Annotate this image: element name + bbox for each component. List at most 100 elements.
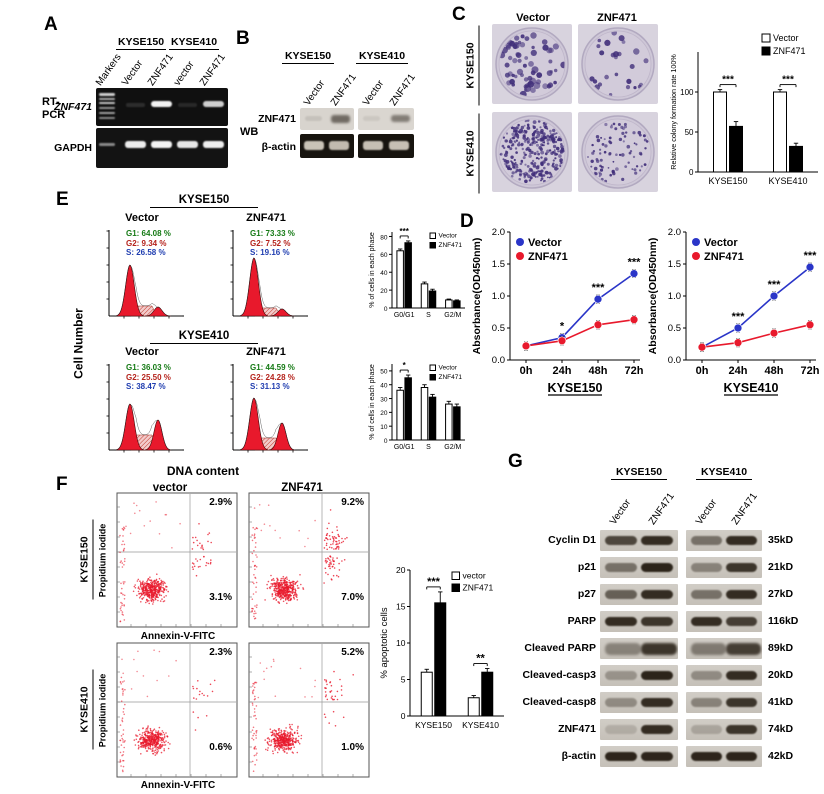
panel-e-header-kyse150: KYSE150 [150, 194, 258, 208]
blot-size-label: 89kD [768, 642, 794, 654]
gel-band [329, 141, 349, 150]
blot-size-label: 35kD [768, 534, 794, 546]
gel-band [305, 116, 322, 121]
panel-g-label: G [508, 451, 523, 472]
growth-curve-kyse150: 0.00.51.01.52.00h 24h 48h 72h*******Absorba… [471, 227, 644, 396]
panel-e-kyse410-vector-label: Vector [125, 346, 159, 358]
svg-text:40: 40 [380, 270, 388, 277]
blot-band [605, 697, 637, 708]
panel-a-gel-znf471 [96, 88, 228, 126]
svg-text:***: *** [399, 227, 409, 236]
svg-text:% of cells in each phase: % of cells in each phase [369, 232, 376, 308]
panel-e-yaxis-label: Cell Number [71, 308, 86, 379]
blot-size-label: 42kD [768, 750, 794, 762]
panel-f-header-znf471: ZNF471 [281, 482, 323, 494]
blot-protein-label: Cyclin D1 [548, 534, 596, 546]
blot-size-label: 74kD [768, 723, 794, 735]
blot-image [600, 746, 678, 767]
panel-a-method-pcr: PCR [42, 109, 66, 121]
quadrant-pct: 3.1% [209, 592, 232, 603]
gel-band [363, 141, 383, 150]
blot-protein-label: Cleaved-casp8 [522, 696, 596, 708]
cycle-stats-kyse410-vector: G1: 36.03 % G2: 25.50 % S: 38.47 % [126, 363, 171, 392]
apoptosis-scatter-kyse150-vector [116, 492, 238, 628]
svg-text:Vector: Vector [704, 237, 738, 249]
svg-text:Relative colony formation rate: Relative colony formation rate 100% [669, 54, 678, 170]
gel-band [389, 141, 409, 150]
svg-text:2.0: 2.0 [668, 227, 681, 238]
svg-text:1.0: 1.0 [492, 291, 505, 302]
svg-text:40: 40 [380, 383, 388, 390]
panel-g-lane-labels: Vector ZNF471 Vector ZNF471 [600, 470, 770, 527]
svg-text:KYSE150: KYSE150 [548, 381, 603, 395]
blot-band [605, 562, 637, 573]
gel-band [203, 141, 224, 148]
svg-text:ZNF471: ZNF471 [463, 583, 494, 593]
svg-text:15: 15 [396, 601, 406, 611]
quadrant-pct: 2.3% [209, 647, 232, 658]
svg-text:G0/G1: G0/G1 [394, 444, 415, 451]
blot-band [641, 697, 673, 708]
blot-image [600, 638, 678, 659]
svg-text:*: * [403, 361, 407, 370]
blot-image [600, 557, 678, 578]
svg-text:20: 20 [380, 288, 388, 295]
panel-f-header-vector: vector [152, 482, 188, 494]
blot-band [691, 697, 722, 708]
lane-label: ZNF471 [197, 52, 228, 88]
svg-text:***: *** [592, 282, 606, 294]
panel-f-xaxis-label-2: Annexin-V-FITC [140, 780, 216, 791]
quadrant-pct: 2.9% [209, 497, 232, 508]
blot-protein-label: p27 [577, 588, 596, 600]
panel-a-gel-gapdh [96, 128, 228, 168]
quadrant-pct: 0.6% [209, 742, 232, 753]
blot-image [600, 611, 678, 632]
svg-text:1.0: 1.0 [668, 291, 681, 302]
apoptosis-bar-chart: 0 5 10 15 20 KYSE150 *** KYSE410 ** % apoptotic c… [379, 565, 504, 730]
gel-band [151, 141, 172, 148]
svg-text:0.5: 0.5 [668, 323, 681, 334]
blot-band [641, 589, 673, 600]
gel-band [203, 101, 224, 107]
panel-e-kyse150-vector-label: Vector [125, 212, 159, 224]
panel-a-gene-znf471-label: ZNF471 [54, 101, 92, 113]
g1-stat: G1: 36.03 % [126, 363, 171, 372]
panel-e-label: E [56, 189, 69, 210]
svg-text:0h: 0h [520, 365, 533, 377]
panel-c-header-znf471: ZNF471 [597, 12, 637, 24]
lane-label: Markers [93, 52, 124, 88]
panel-b-blot-znf471-kyse410 [358, 108, 414, 130]
g2-stat: G2: 24.28 % [250, 372, 295, 382]
blot-band [691, 562, 722, 573]
g2-stat: G2: 7.52 % [250, 238, 291, 248]
blot-band [691, 642, 727, 655]
blot-band [726, 670, 757, 681]
panel-b-blot-actin-kyse150 [300, 134, 354, 158]
svg-text:ZNF471: ZNF471 [773, 46, 806, 56]
svg-text:***: *** [427, 576, 441, 588]
panel-a-gene-gapdh-label: GAPDH [54, 142, 92, 154]
gel-band [99, 112, 115, 114]
blot-image [686, 611, 762, 632]
s-stat: S: 38.47 % [126, 382, 166, 391]
blot-band [691, 535, 722, 546]
svg-text:72h: 72h [801, 365, 820, 377]
blot-band [726, 589, 757, 600]
g2-stat: G2: 9.34 % [126, 238, 167, 248]
blot-band [726, 724, 757, 735]
colony-formation-bar-chart: 0 50 100 KYSE150 *** KYSE410 *** Relative colon… [669, 33, 818, 186]
svg-text:**: ** [476, 653, 485, 665]
cell-cycle-bar-chart-kyse150: 0 20 40 60 80 G0/G1 *** S G2/M % of cells in each… [369, 227, 465, 319]
svg-text:24h: 24h [553, 365, 572, 377]
g1-stat: G1: 64.08 % [126, 229, 171, 238]
colony-dish-kyse150-vector [492, 24, 572, 104]
blot-protein-label: Cleaved PARP [524, 642, 596, 654]
svg-text:50: 50 [685, 128, 694, 137]
blot-band [605, 616, 637, 627]
panel-f-yaxis-label-1: Propidium iodide [97, 523, 108, 598]
blot-band [605, 535, 637, 546]
blot-band [726, 751, 757, 762]
svg-text:48h: 48h [589, 365, 608, 377]
svg-text:48h: 48h [765, 365, 784, 377]
apoptosis-scatter-kyse150-znf471 [248, 492, 370, 628]
